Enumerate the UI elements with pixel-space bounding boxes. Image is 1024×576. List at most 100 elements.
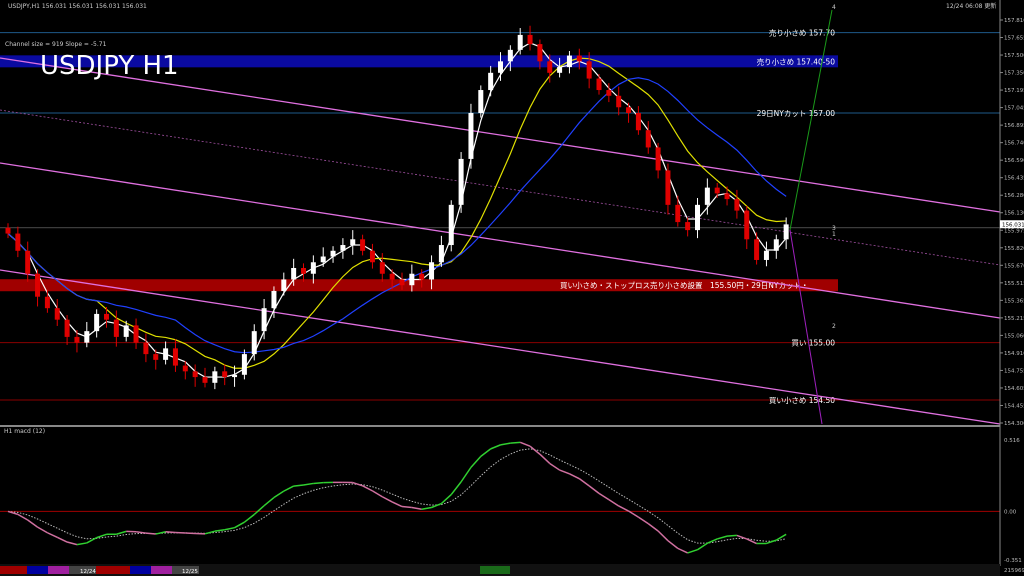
macd-segment — [628, 510, 639, 518]
macd-segment — [204, 530, 216, 535]
session-block — [48, 566, 69, 574]
candle — [25, 250, 31, 274]
candle — [330, 250, 336, 257]
candle — [271, 290, 277, 309]
candle — [74, 336, 80, 343]
candle — [350, 239, 356, 246]
candle — [557, 67, 563, 73]
moving-average-1 — [7, 57, 787, 369]
y-tick-label: 156.895 — [1004, 123, 1024, 129]
macd-signal-line — [7, 448, 787, 544]
macd-segment — [273, 490, 285, 499]
candle — [576, 55, 582, 62]
macd-segment — [726, 534, 737, 537]
candle — [448, 204, 454, 246]
candle — [517, 34, 523, 50]
candle — [626, 107, 632, 113]
channel-label-4: 4 — [832, 4, 836, 11]
y-tick-label: 157.045 — [1004, 106, 1024, 112]
macd-segment — [391, 501, 403, 508]
macd-segment — [283, 485, 294, 492]
chart-title: USDJPY H1 — [40, 51, 179, 81]
macd-segment — [490, 444, 501, 450]
candle — [763, 250, 769, 260]
updated-time: 12/24 06:08 更新 — [946, 2, 996, 10]
macd-segment — [401, 505, 412, 509]
macd-segment — [7, 510, 19, 516]
candle — [369, 250, 375, 263]
candle — [153, 354, 159, 360]
y-tick-label: 155.515 — [1004, 281, 1024, 287]
macd-segment — [697, 542, 708, 551]
macd-segment — [155, 530, 166, 535]
y-tick-label: 154.455 — [1004, 403, 1024, 409]
channel-label-3: 3 — [832, 225, 836, 232]
session-block — [69, 566, 96, 574]
candle — [744, 210, 750, 240]
y-tick-label: 154.910 — [1004, 351, 1024, 357]
y-tick-label: 156.130 — [1004, 211, 1024, 217]
macd-segment — [450, 481, 462, 496]
y-tick-label: 157.500 — [1004, 53, 1024, 59]
y-tick-label: 157.350 — [1004, 71, 1024, 77]
session-block — [0, 566, 27, 574]
candle — [232, 374, 238, 378]
trend-line-mid — [0, 109, 1001, 266]
macd-segment — [559, 469, 570, 475]
macd-segment — [27, 519, 38, 528]
macd-segment — [214, 528, 225, 532]
macd-segment — [253, 505, 265, 516]
macd-segment — [637, 516, 649, 525]
candle — [113, 319, 119, 337]
macd-segment — [243, 513, 255, 523]
candle — [714, 187, 720, 194]
session-block — [172, 566, 199, 574]
candle — [241, 354, 247, 375]
candle — [507, 49, 513, 62]
macd-segment — [746, 538, 757, 545]
y-tick-label: 156.280 — [1004, 193, 1024, 199]
macd-segment — [303, 482, 314, 486]
candle — [143, 342, 149, 355]
candle — [301, 268, 306, 274]
candle — [44, 296, 50, 309]
macd-segment — [470, 455, 482, 468]
macd-segment — [411, 506, 422, 511]
candle — [458, 158, 464, 205]
y-tick-label: 155.975 — [1004, 228, 1024, 234]
level-label-2: 29日NYカット 157.00 — [757, 109, 836, 118]
candle — [281, 279, 287, 291]
macd-segment — [352, 481, 363, 487]
y-tick-label: 157.195 — [1004, 88, 1024, 94]
candle — [64, 319, 70, 337]
candle — [566, 55, 572, 68]
trend-line-0 — [0, 57, 1001, 213]
candle — [783, 224, 789, 240]
candle — [212, 371, 218, 383]
candle — [773, 239, 779, 251]
macd-segment — [165, 530, 176, 534]
moving-average-2 — [7, 77, 787, 354]
candle — [84, 331, 90, 343]
candle — [123, 325, 129, 337]
symbol-info: USDJPY,H1 156.031 156.031 156.031 156.03… — [8, 3, 147, 10]
candle — [182, 365, 188, 372]
macd-segment — [736, 534, 748, 540]
candle — [616, 95, 622, 108]
macd-segment — [263, 496, 275, 507]
projection-up — [789, 9, 833, 231]
macd-segment — [135, 530, 147, 534]
candle — [537, 44, 543, 62]
macd-segment — [608, 499, 620, 507]
macd-segment — [96, 533, 107, 539]
candle — [54, 308, 60, 320]
macd-segment — [578, 478, 590, 487]
level-label-5: 買い小さめ 154.50 — [769, 396, 835, 405]
candle — [5, 227, 11, 234]
y-tick-label: 155.820 — [1004, 246, 1024, 252]
macd-segment — [372, 490, 383, 498]
projection-down — [789, 229, 823, 425]
candle — [468, 113, 474, 159]
macd-segment — [766, 539, 777, 545]
